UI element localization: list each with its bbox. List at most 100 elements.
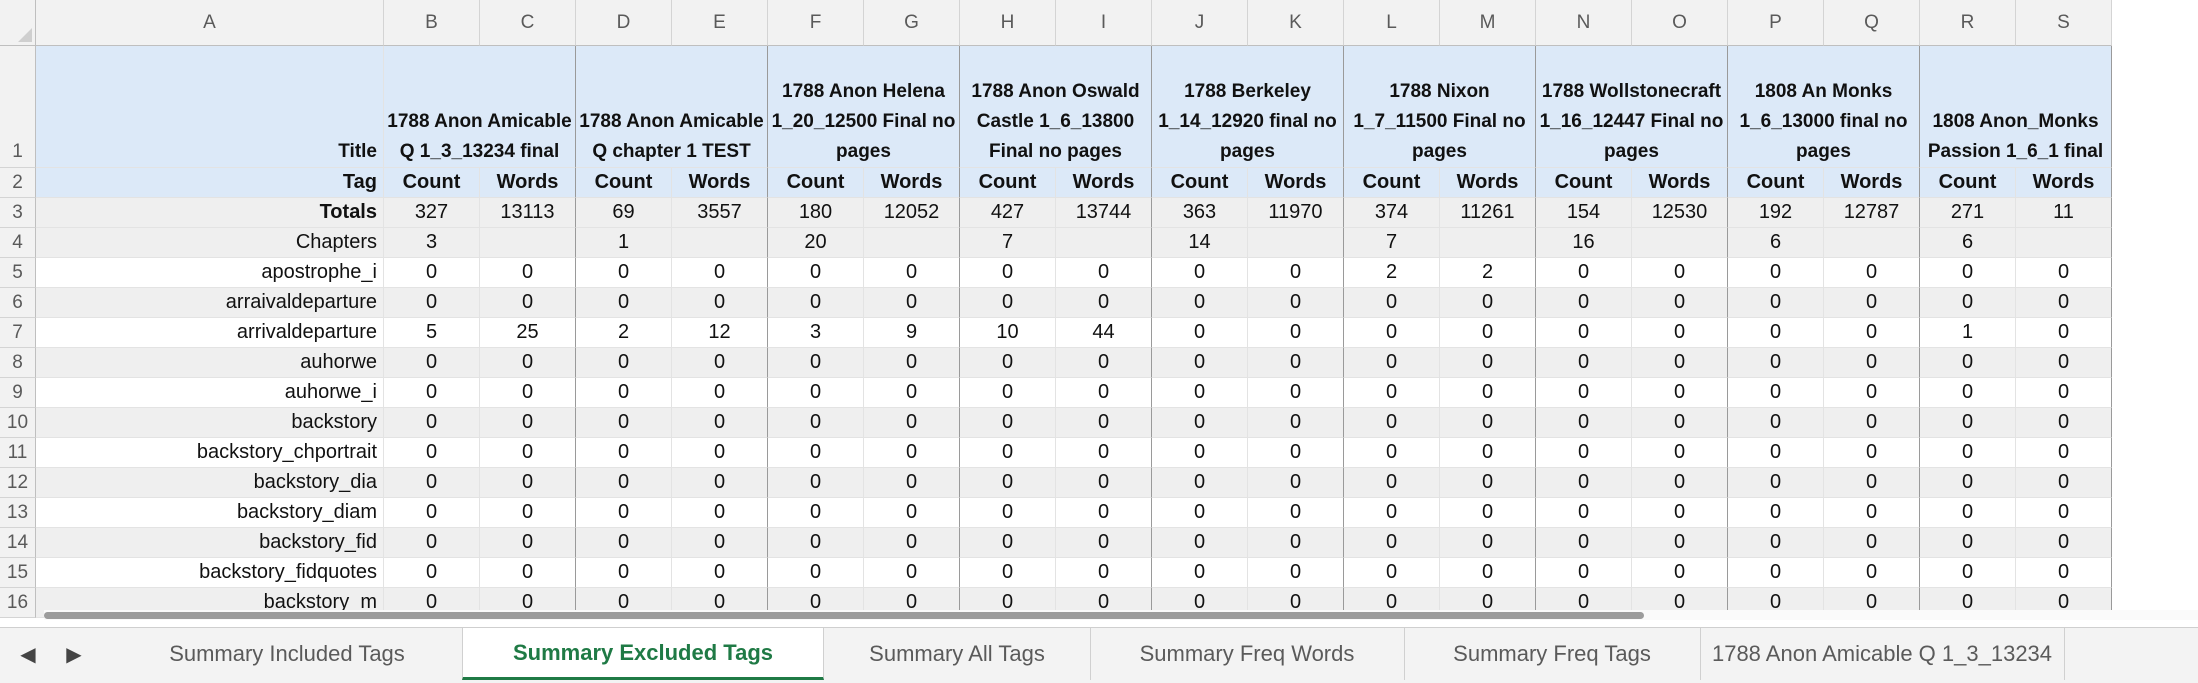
column-header-d[interactable]: D (576, 0, 672, 46)
data-cell[interactable]: 0 (2016, 558, 2112, 588)
data-cell[interactable] (1632, 228, 1728, 258)
data-cell[interactable]: 0 (384, 528, 480, 558)
data-cell[interactable]: 12052 (864, 198, 960, 228)
data-cell[interactable]: 3 (384, 228, 480, 258)
data-cell[interactable]: 0 (480, 558, 576, 588)
data-cell[interactable]: 0 (1152, 258, 1248, 288)
row-header-5[interactable]: 5 (0, 258, 36, 288)
data-cell[interactable]: 0 (384, 378, 480, 408)
data-cell[interactable]: 0 (1536, 438, 1632, 468)
next-sheet-icon[interactable]: ▶ (66, 643, 82, 666)
data-cell[interactable]: 0 (672, 468, 768, 498)
data-cell[interactable] (1248, 228, 1344, 258)
row-header-1[interactable]: 1 (0, 46, 36, 168)
data-cell[interactable]: 0 (480, 498, 576, 528)
data-cell[interactable]: 1 (576, 228, 672, 258)
data-cell[interactable]: Count (384, 168, 480, 198)
data-cell[interactable]: 0 (768, 408, 864, 438)
data-cell[interactable]: 0 (1536, 528, 1632, 558)
data-cell[interactable]: 0 (576, 348, 672, 378)
data-cell[interactable]: Count (768, 168, 864, 198)
data-cell[interactable]: 0 (864, 528, 960, 558)
data-cell[interactable]: 0 (1248, 408, 1344, 438)
previous-sheet-icon[interactable]: ◀ (20, 643, 36, 666)
data-cell[interactable]: 0 (1344, 498, 1440, 528)
data-cell[interactable]: 0 (960, 288, 1056, 318)
data-cell[interactable]: 0 (2016, 318, 2112, 348)
data-cell[interactable] (2016, 228, 2112, 258)
data-cell[interactable]: 1 (1920, 318, 2016, 348)
data-cell[interactable]: 0 (1632, 318, 1728, 348)
data-cell[interactable]: 0 (1056, 468, 1152, 498)
data-cell[interactable]: 6 (1920, 228, 2016, 258)
column-header-i[interactable]: I (1056, 0, 1152, 46)
column-header-s[interactable]: S (2016, 0, 2112, 46)
data-cell[interactable]: 0 (1728, 438, 1824, 468)
column-header-l[interactable]: L (1344, 0, 1440, 46)
data-cell[interactable]: 0 (672, 348, 768, 378)
data-cell[interactable]: 0 (1152, 378, 1248, 408)
data-cell[interactable]: 0 (1536, 558, 1632, 588)
data-cell[interactable]: 2 (1440, 258, 1536, 288)
data-cell[interactable]: 0 (1920, 468, 2016, 498)
data-cell[interactable]: Count (1536, 168, 1632, 198)
data-cell[interactable]: 0 (1824, 258, 1920, 288)
data-cell[interactable]: 0 (1728, 498, 1824, 528)
data-cell[interactable]: 0 (960, 438, 1056, 468)
data-cell[interactable]: 0 (1440, 438, 1536, 468)
sheet-tab[interactable]: 1788 Anon Amicable Q 1_3_13234 (1700, 628, 2065, 680)
data-cell[interactable]: 0 (1152, 348, 1248, 378)
data-cell[interactable]: 0 (960, 558, 1056, 588)
file-title-cell[interactable]: 1808 An Monks 1_6_13000 final no pages (1728, 46, 1920, 168)
row-header-3[interactable]: 3 (0, 198, 36, 228)
data-cell[interactable]: 0 (2016, 288, 2112, 318)
row-label[interactable]: backstory_fidquotes (36, 558, 384, 588)
row-label[interactable]: backstory_diam (36, 498, 384, 528)
row-label[interactable]: Totals (36, 198, 384, 228)
data-cell[interactable]: 10 (960, 318, 1056, 348)
data-cell[interactable]: Count (1152, 168, 1248, 198)
data-cell[interactable]: 0 (576, 438, 672, 468)
data-cell[interactable]: 0 (864, 558, 960, 588)
data-cell[interactable]: 0 (1536, 498, 1632, 528)
data-cell[interactable]: 7 (960, 228, 1056, 258)
data-cell[interactable]: 0 (1632, 378, 1728, 408)
data-cell[interactable]: 0 (1824, 498, 1920, 528)
data-cell[interactable]: 0 (864, 288, 960, 318)
data-cell[interactable]: 154 (1536, 198, 1632, 228)
data-cell[interactable]: 0 (1440, 468, 1536, 498)
row-label[interactable]: auhorwe_i (36, 378, 384, 408)
data-cell[interactable]: 0 (672, 438, 768, 468)
data-cell[interactable]: 0 (1056, 498, 1152, 528)
data-cell[interactable]: 0 (1728, 558, 1824, 588)
data-cell[interactable]: 0 (2016, 348, 2112, 378)
data-cell[interactable]: Words (1056, 168, 1152, 198)
data-cell[interactable]: 0 (864, 438, 960, 468)
data-cell[interactable]: 11261 (1440, 198, 1536, 228)
data-cell[interactable]: 0 (1824, 528, 1920, 558)
sheet-tab[interactable]: Summary All Tags (824, 628, 1091, 680)
data-cell[interactable]: 0 (1632, 408, 1728, 438)
row-header-4[interactable]: 4 (0, 228, 36, 258)
data-cell[interactable]: 0 (672, 288, 768, 318)
data-cell[interactable]: 5 (384, 318, 480, 348)
data-cell[interactable]: 0 (1344, 378, 1440, 408)
row-label[interactable]: Tag (36, 168, 384, 198)
data-cell[interactable]: 0 (1632, 288, 1728, 318)
data-cell[interactable]: 0 (1440, 408, 1536, 438)
data-cell[interactable]: 3 (768, 318, 864, 348)
data-cell[interactable]: 0 (2016, 258, 2112, 288)
file-title-cell[interactable]: 1788 Anon Helena 1_20_12500 Final no pag… (768, 46, 960, 168)
data-cell[interactable]: 0 (1920, 528, 2016, 558)
data-cell[interactable]: Count (1728, 168, 1824, 198)
data-cell[interactable]: 13113 (480, 198, 576, 228)
row-label[interactable]: backstory (36, 408, 384, 438)
data-cell[interactable]: Words (672, 168, 768, 198)
data-cell[interactable]: Count (960, 168, 1056, 198)
data-cell[interactable]: 0 (1632, 468, 1728, 498)
data-cell[interactable] (480, 228, 576, 258)
data-cell[interactable]: 12787 (1824, 198, 1920, 228)
data-cell[interactable]: 0 (1536, 468, 1632, 498)
data-cell[interactable]: 0 (768, 348, 864, 378)
data-cell[interactable]: 0 (768, 288, 864, 318)
